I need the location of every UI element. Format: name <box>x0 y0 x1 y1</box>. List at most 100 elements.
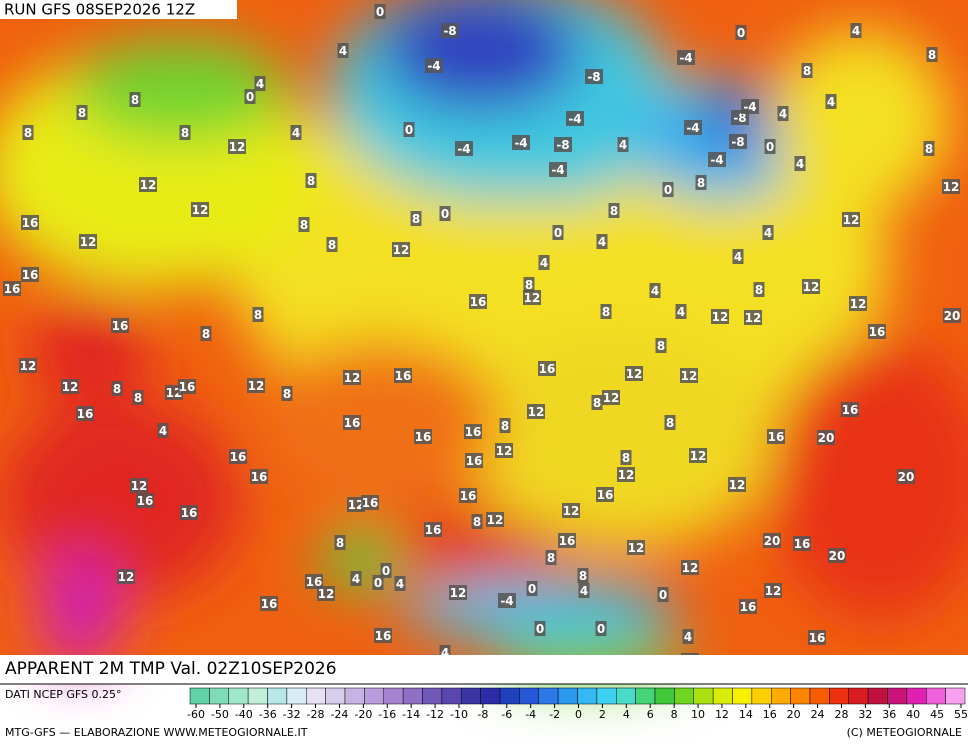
temp-label: 8 <box>131 93 139 107</box>
temp-label: 8 <box>336 536 344 550</box>
temp-label: -4 <box>679 51 692 65</box>
label-box <box>439 206 451 221</box>
label-box <box>414 429 432 444</box>
temp-label: 8 <box>134 391 142 405</box>
colorbar-swatch <box>771 687 791 705</box>
temp-label: 12 <box>803 280 820 294</box>
label-box <box>498 593 516 608</box>
temp-label: 4 <box>580 584 588 598</box>
temp-label: 0 <box>659 588 667 602</box>
label-box <box>681 560 699 575</box>
label-box <box>657 587 669 602</box>
label-box <box>684 120 702 135</box>
colorbar-swatch <box>325 687 346 705</box>
label-box <box>708 152 726 167</box>
temp-label: 8 <box>547 551 555 565</box>
temp-label: 4 <box>651 284 659 298</box>
colorbar-swatch <box>364 687 384 705</box>
colorbar-swatch <box>228 687 249 705</box>
colorbar-label: -2 <box>549 708 560 721</box>
colorbar-label: 2 <box>599 708 606 721</box>
colorbar-label: -60 <box>187 708 205 721</box>
label-box <box>180 505 198 520</box>
temp-label: 8 <box>602 305 610 319</box>
label-box <box>794 156 806 171</box>
temp-label: 12 <box>712 310 729 324</box>
temp-label: 12 <box>618 468 635 482</box>
colorbar-label: -20 <box>354 708 372 721</box>
temp-label: 4 <box>339 44 347 58</box>
label-box <box>136 493 154 508</box>
label-box <box>179 125 191 140</box>
label-box <box>767 429 785 444</box>
colorbar-swatch <box>480 687 501 705</box>
temp-label: 0 <box>737 26 745 40</box>
temp-label: 8 <box>803 64 811 78</box>
label-box <box>449 585 467 600</box>
label-box <box>817 430 835 445</box>
label-box <box>394 576 406 591</box>
label-box <box>538 361 556 376</box>
label-box <box>695 175 707 190</box>
temp-label: 16 <box>22 268 39 282</box>
label-box <box>764 139 776 154</box>
temp-label: 16 <box>22 216 39 230</box>
label-box <box>317 586 335 601</box>
temp-label: 0 <box>766 140 774 154</box>
temp-label: 12 <box>626 367 643 381</box>
label-box <box>361 495 379 510</box>
label-box <box>471 514 483 529</box>
label-box <box>157 423 169 438</box>
temp-label: 16 <box>539 362 556 376</box>
temp-label: 8 <box>928 48 936 62</box>
temp-label: 20 <box>898 470 915 484</box>
temp-label: 0 <box>376 5 384 19</box>
colorbar-swatch <box>867 687 888 705</box>
label-box <box>410 211 422 226</box>
colorbar-swatch <box>189 687 210 705</box>
label-box <box>129 92 141 107</box>
label-box <box>591 395 603 410</box>
temp-label: -8 <box>443 24 456 38</box>
label-box <box>469 294 487 309</box>
label-box <box>578 583 590 598</box>
label-box <box>21 267 39 282</box>
temp-label: 8 <box>78 106 86 120</box>
label-box <box>250 469 268 484</box>
temp-label: 20 <box>829 549 846 563</box>
colorbar-swatch <box>790 687 811 705</box>
colorbar-label: -40 <box>235 708 253 721</box>
temp-label: 12 <box>850 297 867 311</box>
colorbar-swatch <box>693 687 714 705</box>
temp-label: 16 <box>362 496 379 510</box>
colorbar-swatch <box>654 687 675 705</box>
temp-label: 16 <box>375 629 392 643</box>
temp-label: 20 <box>764 534 781 548</box>
temp-label: 12 <box>62 380 79 394</box>
label-box <box>465 453 483 468</box>
temp-label: 16 <box>181 506 198 520</box>
label-box <box>943 308 961 323</box>
label-box <box>828 548 846 563</box>
temp-label: -4 <box>457 142 470 156</box>
label-box <box>392 242 410 257</box>
temp-label: 12 <box>348 498 365 512</box>
temp-label: 8 <box>925 142 933 156</box>
label-box <box>380 563 392 578</box>
colorbar-swatch <box>441 687 462 705</box>
colorbar-swatch <box>577 687 598 705</box>
colorbar-label: -10 <box>450 708 468 721</box>
temp-label: 12 <box>487 513 504 527</box>
temp-label: 4 <box>827 95 835 109</box>
colorbar-label: 36 <box>882 708 896 721</box>
temp-label: 12 <box>318 587 335 601</box>
temp-label: 4 <box>441 646 449 660</box>
label-box <box>850 23 862 38</box>
temp-label: 12 <box>603 391 620 405</box>
temp-label: 16 <box>559 534 576 548</box>
colorbar-swatch <box>344 687 365 705</box>
label-box <box>608 203 620 218</box>
temp-label: 0 <box>246 90 254 104</box>
label-box <box>732 249 744 264</box>
